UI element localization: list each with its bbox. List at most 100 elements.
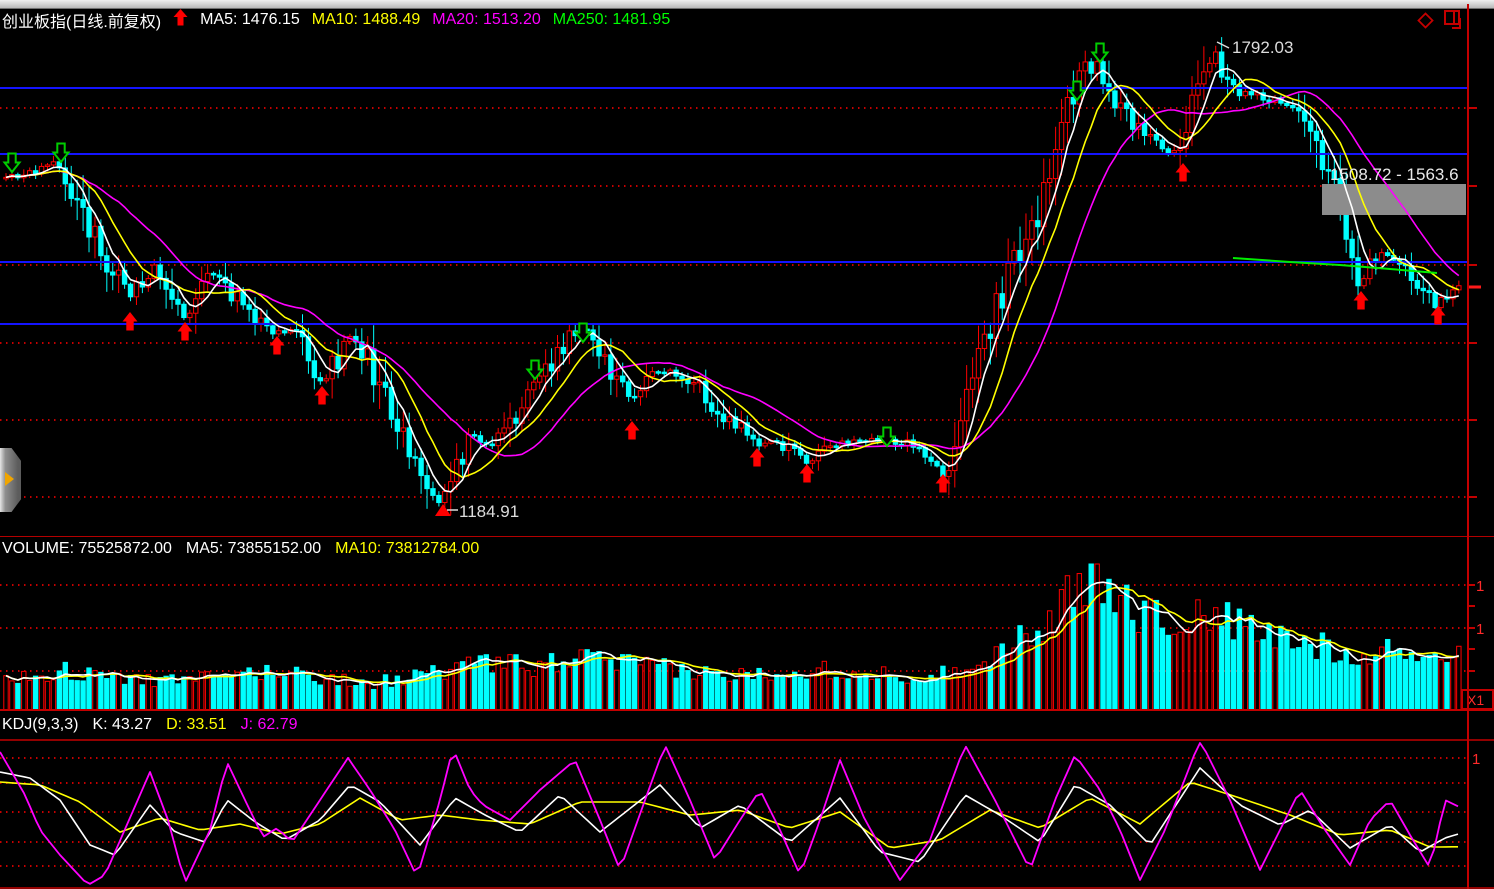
candle-body [1355,257,1361,287]
main-candlestick-chart[interactable]: 1792.03 1184.91 1508.72 - 1563.6 [0,30,1494,536]
candle-body [210,272,217,276]
volume-bar [1266,623,1272,711]
candle-body [608,354,614,380]
candle-body [1213,51,1219,64]
volume-bar [1420,657,1426,711]
volume-bar [1343,648,1349,711]
volume-bar [234,671,240,711]
volume-bar [1017,625,1023,711]
volume-bar [839,677,845,711]
volume-bar [596,651,602,711]
candle-body [691,382,697,385]
measure-box[interactable] [1322,184,1466,215]
buy-signal-arrow [749,448,765,467]
symbol-title: 创业板指(日线.前复权) [2,14,162,31]
sidebar-expand-handle[interactable] [0,448,21,512]
volume-bar [833,676,839,711]
kdj-axis-label: 1 [1472,751,1480,768]
volume-bar [590,652,596,711]
candle-body [50,161,57,166]
candle-body [1290,104,1296,109]
volume-bar [1207,629,1213,711]
volume-bar [720,676,727,711]
kdj-chart[interactable]: 1 [0,739,1494,889]
candle-body [44,164,51,167]
volume-bar [1450,656,1456,711]
sell-signal-arrow [1067,80,1087,102]
sell-signal-arrow [525,359,545,381]
candle-body [151,264,157,280]
candle-body [679,375,685,380]
volume-bar [193,680,199,711]
candle-body [1058,121,1065,151]
volume-bar [127,674,134,711]
candle-body [1420,287,1426,292]
candle-body [1384,252,1391,256]
volume-bar [1218,625,1225,711]
scale-multiplier-box[interactable] [1461,689,1494,710]
volume-bar [1195,599,1201,711]
volume-ma10-value: MA10: 73812784.00 [335,540,480,557]
volume-bar [359,679,365,711]
candle-body [513,417,519,424]
window-layout-icon[interactable] [1444,10,1466,35]
volume-bar [370,688,377,711]
volume-bar [1189,630,1195,711]
volume-bar [1242,626,1249,711]
candle-body [110,271,116,276]
diamond-tool-icon[interactable] [1417,11,1434,34]
volume-bar [483,654,490,711]
candle-body [1171,150,1177,154]
sell-signal-arrow [877,426,897,448]
candle-body [566,330,573,355]
candle-body [1313,130,1320,142]
candle-body [1082,61,1088,72]
kdj-k-value: K: 43.27 [92,716,153,733]
volume-bar [910,680,916,711]
scale-multiplier-label: X1 [1467,692,1484,708]
candle-body [86,206,92,238]
candle-body [1112,90,1118,109]
volume-bar [673,677,679,711]
volume-bar [1301,635,1308,711]
volume-bar [987,666,994,711]
volume-bar [1213,607,1219,711]
candle-body [198,280,205,300]
candle-body [276,330,282,335]
volume-bar [744,671,750,711]
volume-bar [317,684,323,711]
volume-bar [797,676,804,711]
volume-bar [1284,630,1290,711]
buy-signal-arrow [177,322,193,341]
volume-bar [3,675,9,711]
volume-header: VOLUME: 75525872.00 MA5: 73855152.00 MA1… [0,538,479,560]
volume-bar [1307,643,1314,711]
kdj-header: KDJ(9,3,3) K: 43.27 D: 33.51 J: 62.79 [0,713,298,737]
candle-body [430,488,436,496]
candle-body [969,377,976,390]
candle-body [157,264,163,279]
low-price-label: 1184.91 [459,502,519,521]
volume-bar [1064,575,1071,711]
volume-bar [139,684,146,711]
candle-body [946,470,952,477]
candle-body [620,375,626,383]
candle-body [1349,238,1355,259]
volume-bar [145,674,152,711]
volume-bar [1177,631,1183,711]
volume-bar [365,683,371,711]
candle-body [703,380,709,404]
volume-bar [1112,612,1118,711]
candle-body [1153,134,1160,141]
volume-bar [15,682,21,711]
candle-body [1242,91,1249,97]
volume-axis-label: 1 [1476,578,1484,595]
volume-chart[interactable]: 1 1 X1 [0,560,1494,711]
volume-bar [803,678,810,711]
candle-body [335,355,341,370]
candle-body [1236,84,1243,97]
candle-body [1438,296,1444,309]
candle-body [1046,178,1053,184]
candle-body [726,416,733,423]
